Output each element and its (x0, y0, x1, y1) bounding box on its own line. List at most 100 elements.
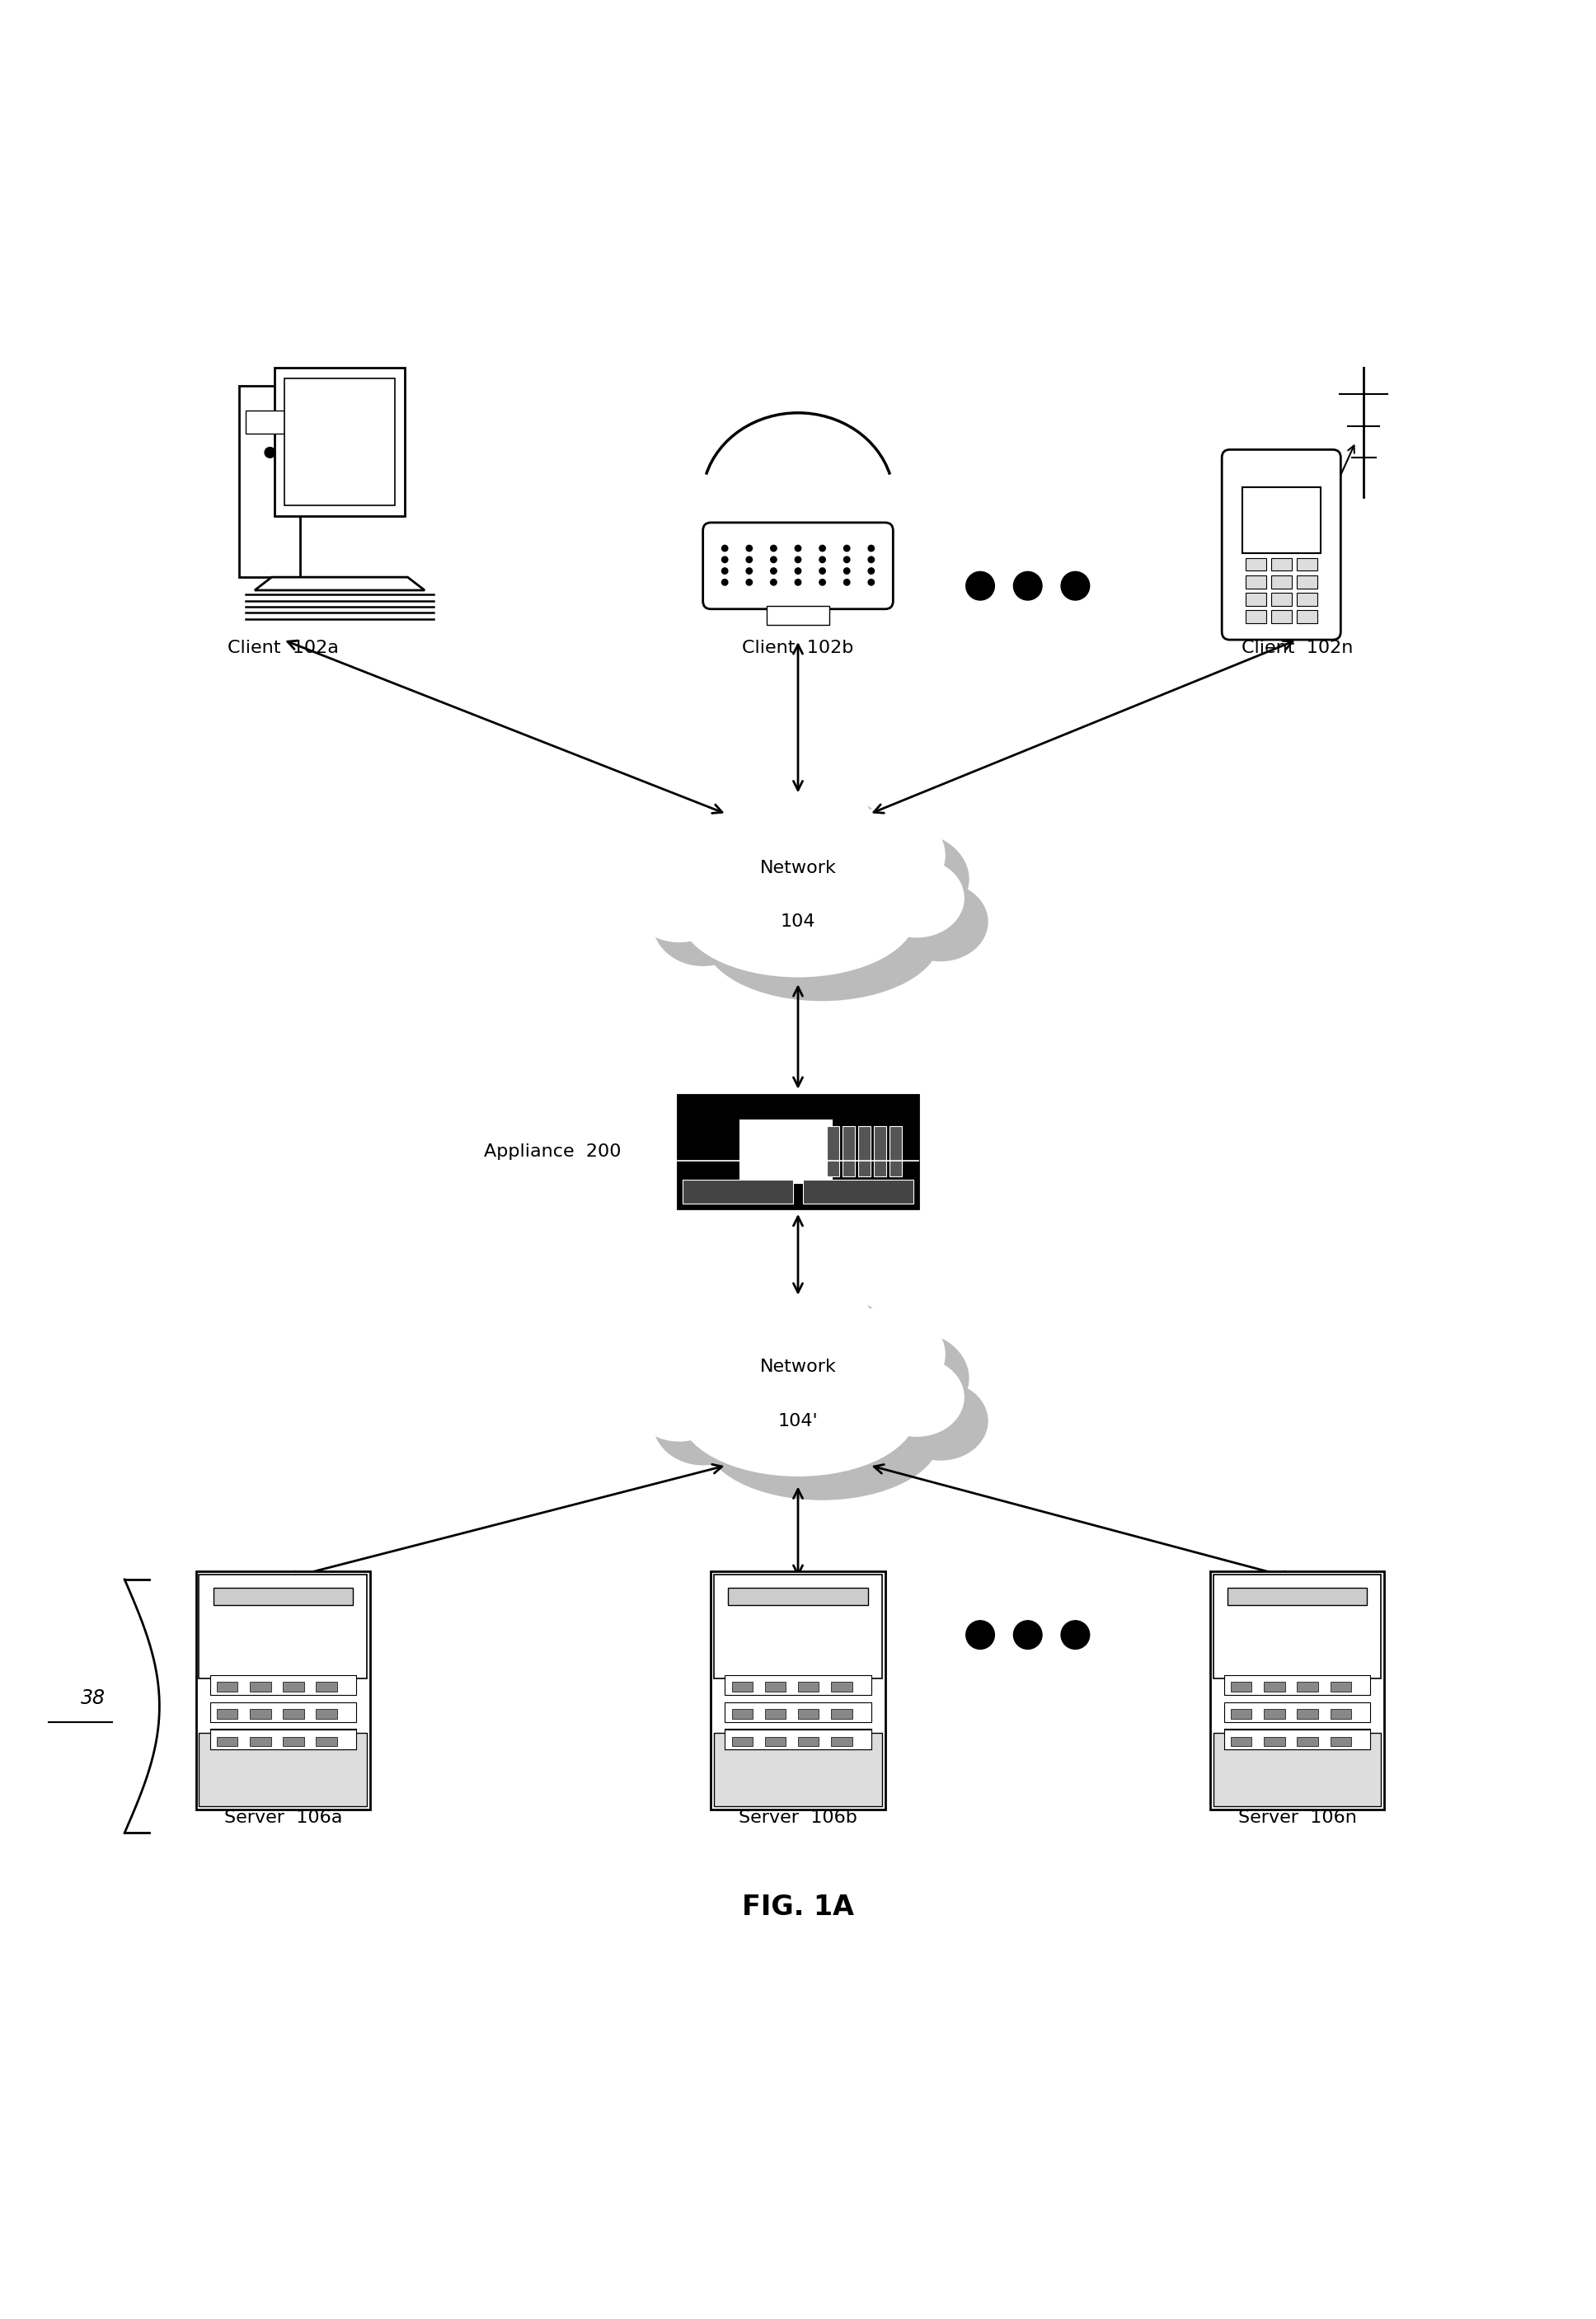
FancyBboxPatch shape (196, 1572, 370, 1809)
Circle shape (868, 568, 875, 575)
Text: Client  102b: Client 102b (742, 640, 854, 656)
Circle shape (771, 545, 777, 552)
Circle shape (795, 580, 801, 584)
Circle shape (771, 568, 777, 575)
FancyBboxPatch shape (731, 1737, 753, 1746)
Circle shape (844, 580, 849, 584)
FancyBboxPatch shape (251, 1681, 271, 1691)
FancyBboxPatch shape (251, 1737, 271, 1746)
Text: 104: 104 (780, 914, 816, 930)
Circle shape (1013, 570, 1042, 601)
Ellipse shape (825, 1308, 945, 1403)
Ellipse shape (648, 795, 790, 907)
FancyBboxPatch shape (798, 1709, 819, 1718)
Text: Appliance  200: Appliance 200 (484, 1143, 621, 1160)
Circle shape (1061, 1621, 1090, 1649)
Circle shape (721, 557, 728, 564)
FancyBboxPatch shape (1242, 487, 1320, 554)
FancyBboxPatch shape (1296, 594, 1317, 605)
Circle shape (747, 557, 752, 564)
Ellipse shape (629, 853, 729, 942)
FancyBboxPatch shape (710, 1572, 886, 1809)
Circle shape (795, 557, 801, 564)
FancyBboxPatch shape (1296, 610, 1317, 624)
FancyBboxPatch shape (1231, 1709, 1251, 1718)
FancyBboxPatch shape (1329, 1709, 1352, 1718)
Circle shape (844, 568, 849, 575)
FancyBboxPatch shape (1223, 450, 1341, 640)
FancyBboxPatch shape (284, 378, 394, 506)
FancyBboxPatch shape (316, 1681, 337, 1691)
FancyBboxPatch shape (832, 1709, 852, 1718)
FancyBboxPatch shape (731, 1681, 753, 1691)
Ellipse shape (849, 833, 969, 928)
FancyBboxPatch shape (282, 1681, 303, 1691)
FancyBboxPatch shape (251, 1709, 271, 1718)
Ellipse shape (702, 874, 940, 1002)
Wedge shape (717, 413, 879, 499)
FancyBboxPatch shape (275, 369, 405, 517)
FancyBboxPatch shape (1329, 1681, 1352, 1691)
FancyBboxPatch shape (316, 1709, 337, 1718)
FancyBboxPatch shape (316, 1737, 337, 1746)
FancyBboxPatch shape (764, 1681, 785, 1691)
FancyBboxPatch shape (683, 1180, 793, 1204)
Circle shape (966, 570, 994, 601)
Circle shape (1061, 570, 1090, 601)
FancyBboxPatch shape (1270, 559, 1291, 570)
FancyBboxPatch shape (827, 1127, 839, 1176)
FancyBboxPatch shape (725, 1674, 871, 1695)
Circle shape (819, 580, 825, 584)
FancyBboxPatch shape (1270, 610, 1291, 624)
FancyBboxPatch shape (1296, 559, 1317, 570)
Circle shape (721, 580, 728, 584)
Text: 104': 104' (777, 1412, 819, 1429)
FancyBboxPatch shape (217, 1737, 238, 1746)
Circle shape (795, 568, 801, 575)
FancyBboxPatch shape (832, 1737, 852, 1746)
FancyBboxPatch shape (1329, 1737, 1352, 1746)
Ellipse shape (870, 1357, 964, 1438)
Text: Server  106n: Server 106n (1238, 1809, 1357, 1825)
Ellipse shape (745, 1292, 899, 1412)
FancyBboxPatch shape (1224, 1730, 1371, 1751)
Circle shape (868, 557, 875, 564)
Text: Network: Network (760, 860, 836, 877)
Circle shape (819, 557, 825, 564)
FancyBboxPatch shape (678, 1095, 918, 1208)
Ellipse shape (721, 1268, 875, 1389)
Ellipse shape (653, 1377, 753, 1466)
FancyBboxPatch shape (728, 1589, 868, 1605)
Circle shape (819, 545, 825, 552)
Circle shape (868, 545, 875, 552)
FancyBboxPatch shape (725, 1730, 871, 1751)
FancyBboxPatch shape (1213, 1732, 1381, 1807)
Text: Server  106b: Server 106b (739, 1809, 857, 1825)
Ellipse shape (745, 793, 899, 914)
FancyBboxPatch shape (1231, 1737, 1251, 1746)
Ellipse shape (672, 1317, 814, 1429)
Text: Client  102n: Client 102n (1242, 640, 1353, 656)
Ellipse shape (870, 858, 964, 937)
FancyBboxPatch shape (209, 1702, 356, 1723)
FancyBboxPatch shape (803, 1180, 913, 1204)
FancyBboxPatch shape (1264, 1709, 1285, 1718)
Text: FIG. 1A: FIG. 1A (742, 1895, 854, 1920)
FancyBboxPatch shape (832, 1681, 852, 1691)
FancyBboxPatch shape (217, 1681, 238, 1691)
Text: Client  102a: Client 102a (227, 640, 338, 656)
FancyBboxPatch shape (1231, 1681, 1251, 1691)
Polygon shape (255, 577, 425, 591)
Circle shape (966, 1621, 994, 1649)
FancyBboxPatch shape (731, 1709, 753, 1718)
FancyBboxPatch shape (725, 1702, 871, 1723)
FancyBboxPatch shape (843, 1127, 854, 1176)
Ellipse shape (653, 877, 753, 967)
FancyBboxPatch shape (1224, 1674, 1371, 1695)
Circle shape (819, 568, 825, 575)
FancyBboxPatch shape (1245, 610, 1266, 624)
Circle shape (1013, 1621, 1042, 1649)
FancyBboxPatch shape (798, 1737, 819, 1746)
FancyBboxPatch shape (239, 385, 300, 577)
FancyBboxPatch shape (209, 1674, 356, 1695)
